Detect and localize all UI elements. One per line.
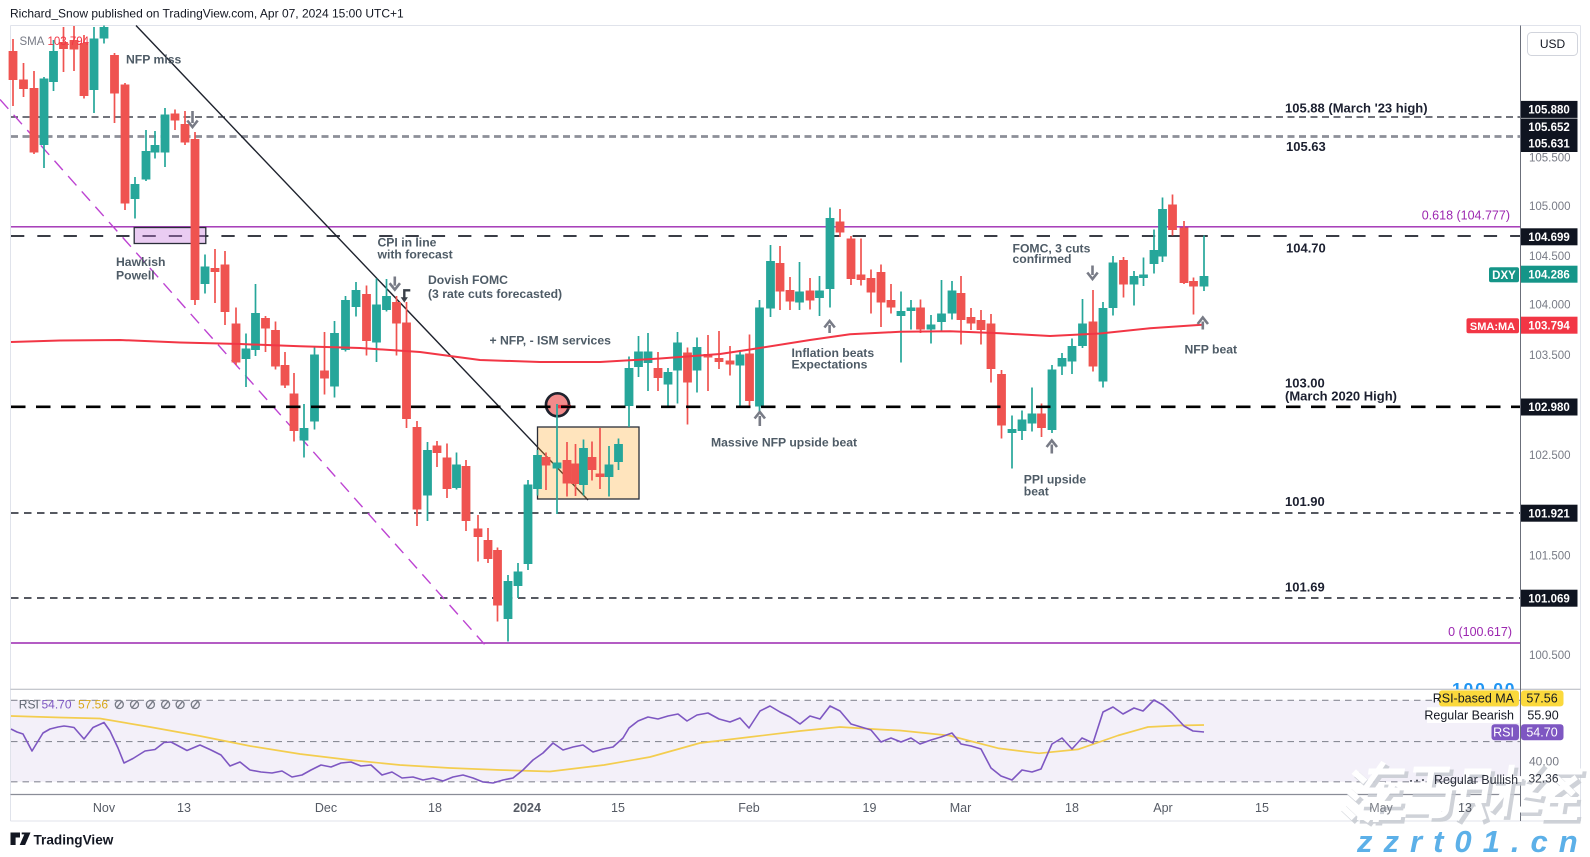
svg-text:Powell: Powell — [116, 269, 155, 283]
svg-text:103.00: 103.00 — [1285, 376, 1325, 391]
svg-text:104.500: 104.500 — [1529, 251, 1571, 263]
svg-text:confirmed: confirmed — [1013, 252, 1072, 266]
svg-text:Regular Bullish: Regular Bullish — [1434, 773, 1518, 787]
svg-text:55.90: 55.90 — [1527, 708, 1558, 722]
svg-text:Inflation beats: Inflation beats — [792, 346, 875, 360]
svg-text:105.88 (March '23 high): 105.88 (March '23 high) — [1285, 101, 1428, 116]
svg-text:beat: beat — [1024, 485, 1049, 499]
svg-text:2024: 2024 — [513, 801, 541, 815]
svg-text:105.000: 105.000 — [1529, 201, 1571, 213]
svg-text:RSI-based MA: RSI-based MA — [1433, 692, 1515, 706]
svg-text:SMA:MA: SMA:MA — [1470, 321, 1515, 333]
svg-text:Massive NFP upside beat: Massive NFP upside beat — [711, 436, 857, 450]
svg-text:with forecast: with forecast — [377, 247, 453, 261]
svg-text:Mar: Mar — [950, 801, 972, 815]
svg-text:TradingView: TradingView — [34, 833, 114, 848]
svg-text:RSI: RSI — [1493, 726, 1514, 740]
svg-text:40.00: 40.00 — [1529, 755, 1559, 769]
svg-text:NFP miss: NFP miss — [126, 53, 182, 67]
svg-text:101.921: 101.921 — [1528, 508, 1570, 520]
svg-text:zzrt01.cn: zzrt01.cn — [1356, 824, 1589, 857]
svg-text:13: 13 — [177, 801, 191, 815]
svg-text:104.699: 104.699 — [1528, 232, 1570, 244]
svg-text:102.980: 102.980 — [1528, 402, 1570, 414]
svg-text:19: 19 — [863, 801, 877, 815]
svg-text:FOMC, 3 cuts: FOMC, 3 cuts — [1013, 242, 1091, 256]
svg-text:Dovish FOMC: Dovish FOMC — [428, 273, 508, 287]
svg-text:104.70: 104.70 — [1286, 241, 1326, 256]
svg-text:0.618 (104.777): 0.618 (104.777) — [1422, 209, 1510, 223]
svg-text:102.500: 102.500 — [1529, 450, 1571, 462]
svg-text:105.652: 105.652 — [1528, 122, 1570, 134]
svg-text:18: 18 — [1065, 801, 1079, 815]
svg-text:101.069: 101.069 — [1528, 593, 1570, 605]
svg-text:DXY: DXY — [1492, 270, 1516, 282]
svg-text:Richard_Snow published on Trad: Richard_Snow published on TradingView.co… — [10, 7, 404, 21]
svg-text:PPI upside: PPI upside — [1024, 473, 1087, 487]
svg-text:105.63: 105.63 — [1286, 139, 1326, 154]
svg-text:(3 rate cuts forecasted): (3 rate cuts forecasted) — [428, 287, 562, 301]
svg-text:15: 15 — [611, 801, 625, 815]
svg-text:RSI: RSI — [19, 698, 39, 712]
svg-text:103.794: 103.794 — [48, 36, 90, 48]
svg-text:54.70: 54.70 — [1526, 726, 1557, 740]
svg-text:CPI in line: CPI in line — [378, 236, 437, 250]
svg-text:15: 15 — [1255, 801, 1269, 815]
svg-text:105.500: 105.500 — [1529, 153, 1571, 165]
svg-text:Hawkish: Hawkish — [116, 255, 165, 269]
svg-text:NFP beat: NFP beat — [1185, 343, 1238, 357]
svg-text:101.69: 101.69 — [1285, 580, 1325, 595]
svg-text:104.286: 104.286 — [1528, 269, 1570, 281]
svg-text:103.500: 103.500 — [1529, 350, 1571, 362]
svg-text:100.00: 100.00 — [1452, 679, 1516, 699]
svg-text:13: 13 — [1458, 801, 1472, 815]
svg-text:Regular Bearish: Regular Bearish — [1424, 708, 1514, 722]
svg-text:(March 2020 High): (March 2020 High) — [1285, 389, 1397, 404]
svg-text:SMA: SMA — [20, 36, 45, 48]
svg-text:Expectations: Expectations — [792, 358, 868, 372]
svg-text:Nov: Nov — [93, 801, 116, 815]
svg-text:105.880: 105.880 — [1528, 105, 1570, 117]
svg-text:103.794: 103.794 — [1528, 320, 1570, 332]
svg-text:100.500: 100.500 — [1529, 650, 1571, 662]
svg-text:Dec: Dec — [315, 801, 337, 815]
svg-text:32.36: 32.36 — [1529, 772, 1559, 786]
svg-text:101.90: 101.90 — [1285, 494, 1325, 509]
svg-text:57.56: 57.56 — [78, 698, 108, 712]
svg-text:Apr: Apr — [1153, 801, 1172, 815]
svg-text:18: 18 — [428, 801, 442, 815]
svg-text:104.000: 104.000 — [1529, 300, 1571, 312]
svg-text:105.631: 105.631 — [1528, 139, 1570, 151]
svg-text:USD: USD — [1540, 37, 1566, 51]
svg-text:57.56: 57.56 — [1526, 692, 1557, 706]
svg-text:101.500: 101.500 — [1529, 551, 1571, 563]
svg-text:54.70: 54.70 — [42, 698, 72, 712]
svg-text:0 (100.617): 0 (100.617) — [1448, 625, 1512, 639]
svg-text:+ NFP, - ISM services: + NFP, - ISM services — [490, 334, 612, 348]
svg-text:May: May — [1369, 801, 1393, 815]
svg-text:Feb: Feb — [738, 801, 760, 815]
